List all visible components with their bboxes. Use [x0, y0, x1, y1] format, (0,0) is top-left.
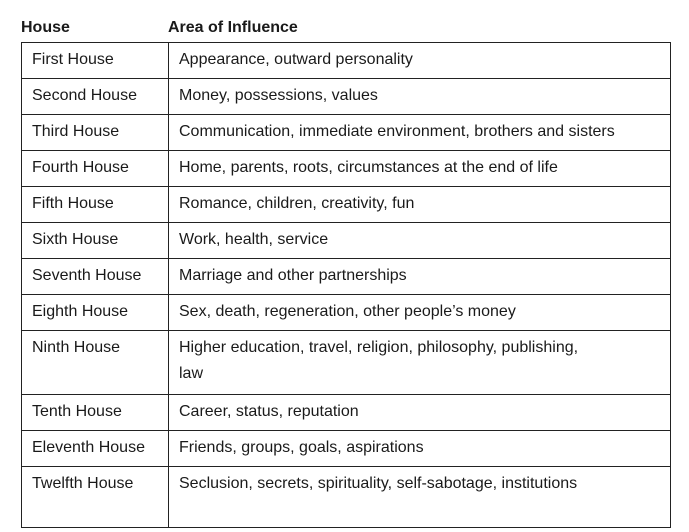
area-of-influence: Communication, immediate environment, br… — [168, 114, 671, 151]
area-of-influence: Friends, groups, goals, aspirations — [168, 430, 671, 467]
house-name: Fifth House — [21, 186, 169, 223]
house-name: Sixth House — [21, 222, 169, 259]
table-row: Eighth House Sex, death, regeneration, o… — [21, 294, 671, 331]
house-name: Eleventh House — [21, 430, 169, 467]
area-of-influence: Higher education, travel, religion, phil… — [168, 330, 671, 395]
area-of-influence: Work, health, service — [168, 222, 671, 259]
house-name: Seventh House — [21, 258, 169, 295]
area-of-influence: Marriage and other partnerships — [168, 258, 671, 295]
house-name: First House — [21, 42, 169, 79]
house-name: Ninth House — [21, 330, 169, 395]
table-row: First House Appearance, outward personal… — [21, 42, 671, 79]
table-row: Sixth House Work, health, service — [21, 222, 671, 259]
table-header-row: House Area of Influence — [21, 17, 671, 39]
house-name: Third House — [21, 114, 169, 151]
house-name: Fourth House — [21, 150, 169, 187]
table-row: Eleventh House Friends, groups, goals, a… — [21, 430, 671, 467]
house-name: Second House — [21, 78, 169, 115]
table-row: Ninth House Higher education, travel, re… — [21, 330, 671, 395]
house-name: Eighth House — [21, 294, 169, 331]
column-header-house: House — [21, 19, 70, 36]
area-of-influence-text: Higher education, travel, religion, phil… — [179, 339, 579, 382]
table-row: Fifth House Romance, children, creativit… — [21, 186, 671, 223]
area-of-influence: Romance, children, creativity, fun — [168, 186, 671, 223]
house-name: Twelfth House — [21, 466, 169, 528]
area-of-influence: Money, possessions, values — [168, 78, 671, 115]
area-of-influence: Seclusion, secrets, spirituality, self-s… — [168, 466, 671, 528]
table-row: Twelfth House Seclusion, secrets, spirit… — [21, 466, 671, 528]
area-of-influence: Home, parents, roots, circumstances at t… — [168, 150, 671, 187]
table-row: Tenth House Career, status, reputation — [21, 394, 671, 431]
area-of-influence-text: Seclusion, secrets, spirituality, self-s… — [179, 475, 578, 492]
table-row: Seventh House Marriage and other partner… — [21, 258, 671, 295]
column-header-area-of-influence: Area of Influence — [168, 19, 298, 36]
table-row: Second House Money, possessions, values — [21, 78, 671, 115]
table-row: Third House Communication, immediate env… — [21, 114, 671, 151]
area-of-influence: Sex, death, regeneration, other people’s… — [168, 294, 671, 331]
houses-table: First House Appearance, outward personal… — [21, 42, 671, 528]
area-of-influence: Appearance, outward personality — [168, 42, 671, 79]
table-row: Fourth House Home, parents, roots, circu… — [21, 150, 671, 187]
area-of-influence: Career, status, reputation — [168, 394, 671, 431]
house-name: Tenth House — [21, 394, 169, 431]
